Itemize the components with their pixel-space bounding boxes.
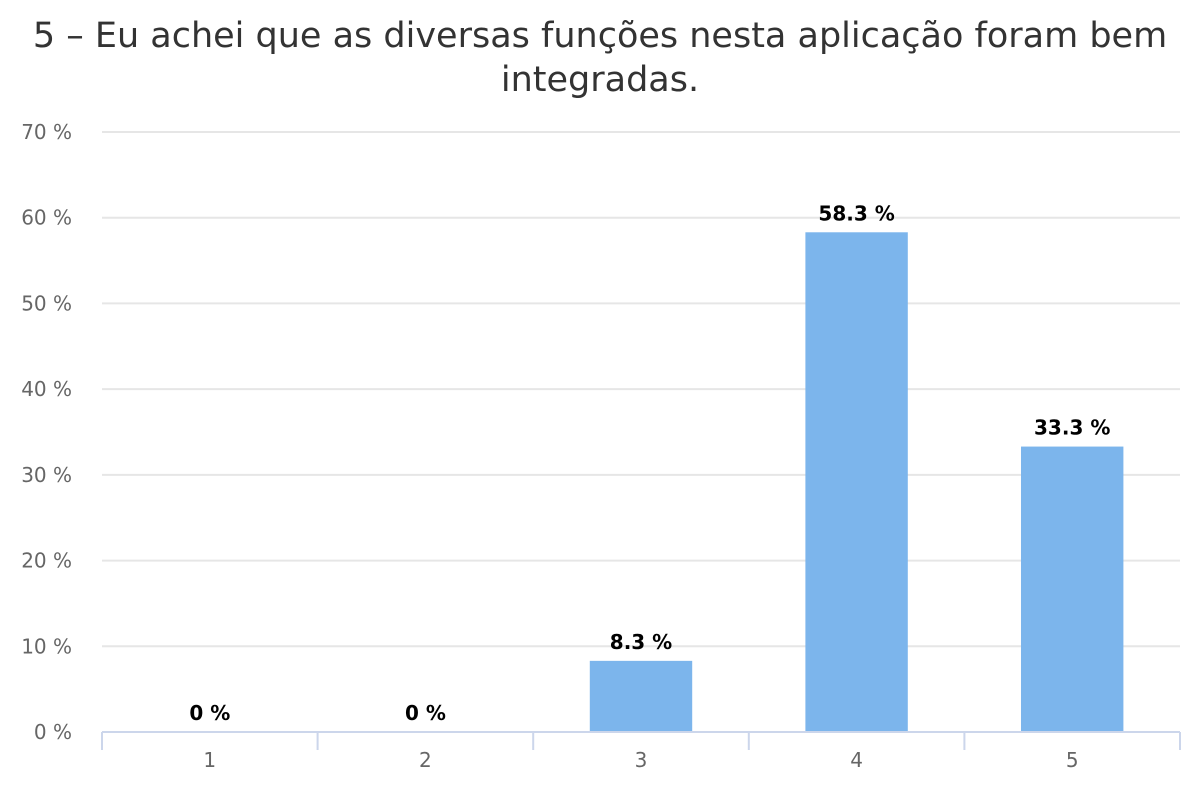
chart-title-line-2: integradas.	[500, 60, 700, 100]
bar	[1020, 446, 1124, 732]
data-label: 8.3 %	[610, 630, 672, 654]
x-tick-label: 2	[419, 748, 432, 772]
x-tick-label: 5	[1066, 748, 1079, 772]
data-label: 0 %	[405, 701, 446, 725]
chart-title-line-1: 5 – Eu achei que as diversas funções nes…	[32, 16, 1168, 56]
y-tick-label: 0 %	[34, 720, 72, 744]
y-tick-label: 40 %	[21, 377, 72, 401]
y-tick-label: 10 %	[21, 634, 72, 658]
x-tick-label: 1	[203, 748, 216, 772]
data-label: 33.3 %	[1034, 416, 1110, 440]
y-tick-label: 20 %	[21, 549, 72, 573]
y-tick-label: 50 %	[21, 291, 72, 315]
bar	[589, 660, 693, 732]
grid-lines	[102, 131, 1180, 648]
x-tick-label: 4	[850, 748, 863, 772]
y-tick-label: 70 %	[21, 120, 72, 144]
data-label: 58.3 %	[818, 201, 894, 225]
x-axis: 1 2 3 4 5	[101, 731, 1181, 772]
chart-title: 5 – Eu achei que as diversas funções nes…	[0, 14, 1200, 102]
y-tick-label: 30 %	[21, 463, 72, 487]
data-labels: 0 % 0 % 8.3 % 58.3 % 33.3 %	[189, 201, 1110, 725]
data-label: 0 %	[189, 701, 230, 725]
bar	[805, 232, 908, 733]
y-tick-label: 60 %	[21, 206, 72, 230]
x-tick-label: 3	[635, 748, 648, 772]
bars	[589, 232, 1124, 733]
y-axis-ticks: 0 % 10 % 20 % 30 % 40 % 50 % 60 % 70 %	[21, 120, 72, 744]
